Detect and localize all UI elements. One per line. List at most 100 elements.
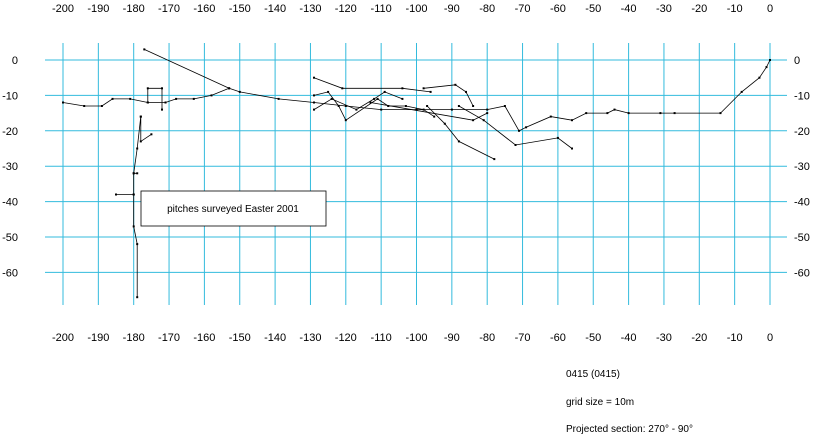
survey-code: 0415 (0415) — [566, 369, 620, 380]
survey-station — [330, 97, 333, 100]
survey-station — [344, 105, 347, 107]
survey-station — [228, 87, 231, 90]
survey-station — [401, 97, 404, 100]
survey-station — [164, 101, 167, 104]
bottom-axis-label: -130 — [299, 332, 321, 344]
bottom-axis-label: -50 — [585, 332, 601, 344]
survey-station — [422, 108, 425, 111]
survey-station — [161, 108, 163, 111]
survey-station — [344, 119, 347, 122]
survey-station — [422, 87, 425, 90]
survey-station — [525, 126, 528, 129]
survey-station — [659, 112, 662, 115]
top-axis-label: -40 — [621, 3, 637, 15]
survey-station — [429, 90, 432, 93]
right-axis-label: -20 — [794, 126, 810, 138]
survey-station — [150, 133, 153, 136]
survey-station — [139, 115, 142, 118]
right-axis-label: 0 — [794, 55, 800, 67]
survey-station — [673, 112, 676, 115]
survey-leg — [313, 77, 431, 93]
survey-station — [415, 108, 418, 111]
survey-station — [83, 105, 86, 107]
survey-leg — [423, 84, 474, 107]
top-axis-label: -110 — [371, 3, 392, 15]
left-axis-label: -30 — [2, 161, 18, 173]
survey-station — [457, 140, 460, 143]
survey-station — [454, 83, 457, 86]
survey-station — [627, 112, 630, 115]
survey-station — [719, 112, 722, 115]
survey-station — [136, 243, 139, 246]
bottom-axis-label: -60 — [550, 332, 566, 344]
top-axis-label: -150 — [229, 3, 251, 15]
survey-station — [355, 108, 358, 111]
survey-station — [238, 90, 241, 93]
survey-station — [493, 158, 496, 161]
left-axis-label: -10 — [2, 90, 18, 102]
bottom-axis-label: -180 — [123, 332, 145, 344]
survey-station — [143, 48, 146, 51]
top-axis-label: -130 — [299, 3, 321, 15]
annotation-frame — [140, 190, 327, 227]
survey-station — [380, 108, 383, 111]
survey-station — [100, 105, 103, 107]
top-axis-label: -80 — [479, 3, 495, 15]
right-axis-label: -50 — [794, 232, 810, 244]
survey-station — [115, 193, 117, 196]
survey-station — [482, 119, 485, 122]
survey-station — [136, 172, 139, 175]
survey-station — [337, 105, 340, 107]
top-axis-label: -180 — [123, 3, 145, 15]
survey-station — [457, 105, 460, 107]
survey-station — [518, 129, 520, 132]
top-axis-label: -70 — [515, 3, 531, 15]
bottom-axis-label: -40 — [621, 332, 637, 344]
bottom-axis-label: -30 — [656, 332, 672, 344]
bottom-axis-label: 0 — [767, 332, 773, 344]
survey-leg — [370, 102, 488, 121]
survey-station — [327, 90, 330, 93]
bottom-axis-label: -160 — [193, 332, 215, 344]
bottom-axis-label: -10 — [727, 332, 743, 344]
survey-station — [571, 147, 573, 150]
top-axis-label: -170 — [158, 3, 180, 15]
grid — [45, 43, 787, 305]
bottom-axis-label: -20 — [691, 332, 707, 344]
survey-station — [161, 87, 163, 90]
projection-label: Projected section: 270° - 90° — [566, 424, 693, 435]
top-axis-label: -20 — [691, 3, 707, 15]
survey-station — [571, 119, 573, 122]
survey-station — [192, 97, 195, 100]
survey-station — [146, 87, 149, 90]
bottom-axis-label: -170 — [158, 332, 180, 344]
top-axis-label: -10 — [727, 3, 743, 15]
bottom-axis-label: -120 — [335, 332, 357, 344]
survey-station — [426, 105, 429, 107]
top-axis-label: -60 — [550, 3, 566, 15]
survey-station — [472, 105, 475, 107]
survey-station — [503, 105, 506, 107]
survey-station — [277, 97, 280, 100]
survey-station — [313, 108, 315, 111]
survey-leg — [458, 105, 573, 149]
survey-station — [472, 119, 475, 122]
survey-station — [139, 140, 142, 143]
right-axis-label: -60 — [794, 267, 810, 279]
survey-station — [486, 112, 489, 115]
right-axis-label: -40 — [794, 197, 810, 209]
survey-station — [175, 97, 178, 100]
axis-labels: -200 -190 -180 -170 -160 -150 -140 -130 -120 -110… — [2, 3, 810, 344]
top-axis-label: -190 — [87, 3, 109, 15]
survey-station — [383, 90, 386, 93]
bottom-axis-label: -70 — [515, 332, 531, 344]
top-axis-label: -160 — [193, 3, 215, 15]
survey-station — [556, 136, 559, 139]
survey-station — [401, 87, 404, 90]
survey-lines — [62, 48, 771, 299]
grid-size-label: grid size = 10m — [566, 397, 635, 408]
survey-station — [606, 112, 609, 115]
bottom-axis-label: -150 — [229, 332, 251, 344]
survey-station — [210, 94, 213, 97]
